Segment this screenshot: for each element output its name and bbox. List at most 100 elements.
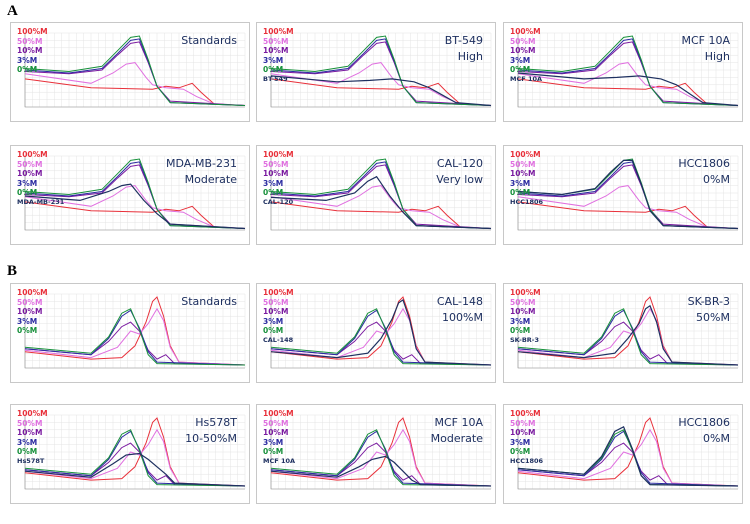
legend-item: 100%M <box>17 27 48 36</box>
legend-item: 50%M <box>263 418 289 428</box>
legend-sample-label: HCC1806 <box>510 197 544 206</box>
series-line-0pct-M <box>270 308 492 366</box>
legend-item: 3%M <box>263 178 284 188</box>
melt-curve-plot <box>517 293 739 369</box>
panel-title-line: Standards <box>181 295 237 308</box>
series-line-50pct-M <box>517 62 739 106</box>
legend-item: 10%M <box>263 307 289 316</box>
chart-panel: 100%M 50%M 10%M 3%M 0%M MCF 10A MCF 10A Moderat… <box>256 404 496 504</box>
legend: 100%M 50%M 10%M 3%M 0%M MCF 10A <box>510 27 542 84</box>
melt-curve-plot <box>270 414 492 490</box>
legend-item: 100%M <box>510 27 541 36</box>
section-label-a: A <box>7 3 18 19</box>
panel-title-line: HCC1806 <box>678 157 730 170</box>
legend: 100%M 50%M 10%M 3%M 0%M <box>17 288 48 336</box>
legend-sample-label: MCF 10A <box>263 456 296 465</box>
legend-item: 0%M <box>17 65 38 74</box>
series-line-50pct-M <box>24 307 246 366</box>
legend-item: 100%M <box>263 288 294 297</box>
panel-title-line: MCF 10A <box>681 34 730 47</box>
panel-title-line: BT-549 <box>444 34 483 47</box>
series-line-0pct-M <box>24 429 246 487</box>
series-line-0pct-M <box>24 308 246 366</box>
panel-title: CAL-148 100%M <box>437 294 483 326</box>
series-line-100pct-M <box>517 417 739 487</box>
legend-item: 3%M <box>263 437 284 447</box>
axis <box>24 156 245 231</box>
series-line-100pct-M <box>270 78 492 106</box>
panel-title-line: Moderate <box>184 173 237 186</box>
legend-item: 50%M <box>17 297 43 307</box>
axis <box>517 33 738 108</box>
legend-sample-label: BT-549 <box>263 74 288 83</box>
panel-title: Standards <box>181 33 237 49</box>
legend: 100%M 50%M 10%M 3%M 0%M Hs578T <box>17 409 48 466</box>
series-line-100pct-M <box>24 417 246 487</box>
panel-title-line: SK-BR-3 <box>687 295 730 308</box>
legend-item: 10%M <box>510 46 536 55</box>
series-line-100pct-M <box>517 78 739 106</box>
legend: 100%M 50%M 10%M 3%M 0%M MDA-MB-231 <box>17 150 64 207</box>
legend-item: 50%M <box>510 297 536 307</box>
series-line-50pct-M <box>270 62 492 106</box>
panel-title-line: High <box>704 50 730 63</box>
series-line-0pct-M <box>270 35 492 106</box>
melt-curve-plot <box>24 293 246 369</box>
sample-series-line <box>270 298 492 366</box>
legend: 100%M 50%M 10%M 3%M 0%M MCF 10A <box>263 409 295 466</box>
series-line-50pct-M <box>517 185 739 229</box>
panel-title-line: Moderate <box>430 432 483 445</box>
series-line-50pct-M <box>270 185 492 229</box>
legend-sample-label: MDA-MB-231 <box>17 197 65 206</box>
axis <box>517 156 738 231</box>
legend-item: 3%M <box>510 178 531 188</box>
legend-item: 100%M <box>263 27 294 36</box>
melt-curve-plot <box>24 32 246 108</box>
legend-item: 3%M <box>510 437 531 447</box>
panel-title: HCC1806 0%M <box>678 415 730 447</box>
legend: 100%M 50%M 10%M 3%M 0%M SK-BR-3 <box>510 288 541 345</box>
legend-item: 100%M <box>263 150 294 159</box>
legend-item: 50%M <box>17 418 43 428</box>
legend: 100%M 50%M 10%M 3%M 0%M <box>17 27 48 75</box>
legend-item: 10%M <box>263 46 289 55</box>
legend-sample-label: CAL-148 <box>263 335 294 344</box>
series-line-0pct-M <box>270 158 492 229</box>
panel-title: MDA-MB-231 Moderate <box>166 156 237 188</box>
legend: 100%M 50%M 10%M 3%M 0%M CAL-148 <box>263 288 294 345</box>
series-line-50pct-M <box>24 185 246 229</box>
sample-series-line <box>517 159 739 230</box>
sample-series-line <box>270 75 492 107</box>
chart-panel: 100%M 50%M 10%M 3%M 0%M HCC1806 HCC1806 0%M <box>503 145 743 245</box>
legend-item: 100%M <box>510 288 541 297</box>
legend-item: 0%M <box>263 65 284 74</box>
series-line-100pct-M <box>517 201 739 229</box>
legend-item: 3%M <box>17 178 38 188</box>
legend-sample-label: HCC1806 <box>510 456 544 465</box>
legend-item: 10%M <box>17 46 43 55</box>
legend-item: 3%M <box>263 55 284 65</box>
melt-curve-plot <box>270 32 492 108</box>
panel-title-line: CAL-120 <box>436 157 483 170</box>
panel-title: HCC1806 0%M <box>678 156 730 188</box>
legend-item: 0%M <box>17 447 38 456</box>
section-label-b: B <box>7 263 18 279</box>
legend-sample-label: SK-BR-3 <box>510 335 540 344</box>
panel-title: MCF 10A Moderate <box>431 415 483 447</box>
legend-item: 0%M <box>510 447 531 456</box>
series-line-100pct-M <box>270 296 492 366</box>
legend-item: 50%M <box>263 159 289 169</box>
series-line-100pct-M <box>24 201 246 229</box>
panel-title-line: Very low <box>436 173 483 186</box>
chart-panel: 100%M 50%M 10%M 3%M 0%M CAL-148 CAL-148 100%M <box>256 283 496 383</box>
legend-item: 0%M <box>263 188 284 197</box>
legend-item: 100%M <box>17 288 48 297</box>
legend-item: 10%M <box>263 169 289 178</box>
series-line-3pct-M <box>24 309 246 366</box>
series-line-0pct-M <box>24 158 246 229</box>
series-line-50pct-M <box>24 428 246 487</box>
legend: 100%M 50%M 10%M 3%M 0%M BT-549 <box>263 27 294 84</box>
axis <box>24 415 245 490</box>
panel-title: BT-549 High <box>445 33 483 65</box>
sample-series-line <box>24 452 246 487</box>
